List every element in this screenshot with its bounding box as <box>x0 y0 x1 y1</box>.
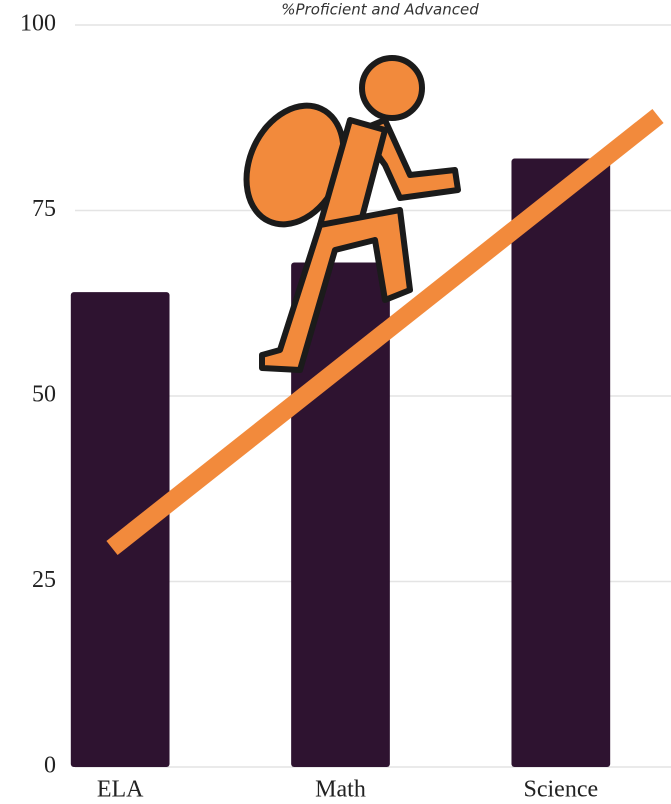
y-tick-label: 50 <box>32 382 56 408</box>
x-tick-label: Math <box>315 777 366 803</box>
y-tick-label: 75 <box>32 196 56 222</box>
x-tick-label: ELA <box>97 777 144 803</box>
y-tick-label: 100 <box>20 11 56 37</box>
head <box>359 55 425 121</box>
y-tick-label: 0 <box>44 753 56 779</box>
legs <box>259 207 413 373</box>
x-tick-label: Science <box>524 777 599 803</box>
slope-line <box>106 108 664 556</box>
bar <box>70 292 170 767</box>
bar <box>511 158 611 767</box>
hiker <box>243 55 461 373</box>
chart-title: %Proficient and Advanced <box>281 1 479 19</box>
y-tick-label: 25 <box>32 567 56 593</box>
hiker-decoration <box>106 55 664 556</box>
